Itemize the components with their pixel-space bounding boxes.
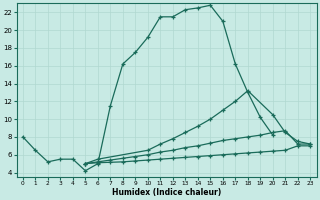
X-axis label: Humidex (Indice chaleur): Humidex (Indice chaleur) [112, 188, 221, 197]
